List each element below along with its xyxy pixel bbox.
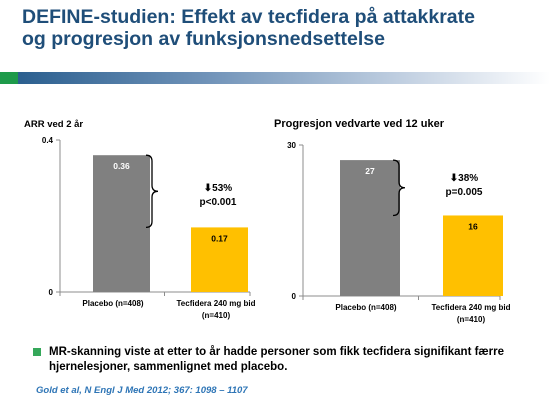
divider-gradient-blue — [18, 72, 550, 84]
chart-2-y-tick-label: 0 — [292, 292, 297, 301]
chart-2-bar-value-label: 27 — [365, 166, 375, 176]
chart-1-title: ARR ved 2 år — [24, 119, 83, 130]
chart-2-annotation-reduction: ⬇38% — [450, 173, 479, 184]
chart-1-bar — [93, 155, 150, 292]
chart-1-bar — [191, 227, 248, 292]
divider-accent-green — [0, 72, 18, 84]
bullet-text: MR-skanning viste at etter to år hadde p… — [49, 346, 505, 373]
chart-2-category-label: Placebo (n=408) — [335, 303, 396, 312]
chart-1-y-tick-label: 0 — [49, 288, 54, 297]
chart-2-category-label-sub: (n=410) — [457, 315, 486, 324]
chart-2-brace — [392, 159, 406, 217]
chart-2-title: Progresjon vedvarte ved 12 uker — [274, 118, 445, 130]
chart-1-category-label: Placebo (n=408) — [82, 299, 143, 308]
chart-2-category-label: Tecfidera 240 mg bid — [432, 303, 511, 312]
chart-2-y-tick-label: 30 — [287, 141, 296, 150]
reference-citation: Gold et al, N Engl J Med 2012; 367: 1098… — [36, 385, 248, 396]
slide-title: DEFINE-studien: Effekt av tecfidera på a… — [22, 6, 542, 50]
chart-2-bar — [443, 215, 503, 296]
chart-2-annotation-pvalue: p=0.005 — [446, 187, 483, 198]
chart-1-brace — [145, 154, 159, 229]
chart-1-bar-value-label: 0.36 — [113, 161, 130, 171]
title-divider-band — [0, 72, 550, 86]
chart-2-bar — [340, 160, 400, 296]
chart-1-annotation-reduction: ⬇53% — [204, 183, 233, 194]
chart-1-y-tick-label: 0.4 — [42, 136, 54, 145]
chart-1-category-label: Tecfidera 240 mg bid — [177, 299, 256, 308]
chart-2-bar-value-label: 16 — [468, 221, 478, 231]
chart-1-bar-value-label: 0.17 — [211, 233, 228, 243]
chart-1-annotation-pvalue: p<0.001 — [200, 197, 237, 208]
bullet-square-icon — [33, 348, 41, 356]
chart-1-category-label-sub: (n=410) — [202, 311, 231, 320]
slide-title-line-1: DEFINE-studien: Effekt av tecfidera på a… — [22, 6, 475, 28]
slide-title-line-2: og progresjon av funksjonsnedsettelse — [22, 28, 385, 50]
